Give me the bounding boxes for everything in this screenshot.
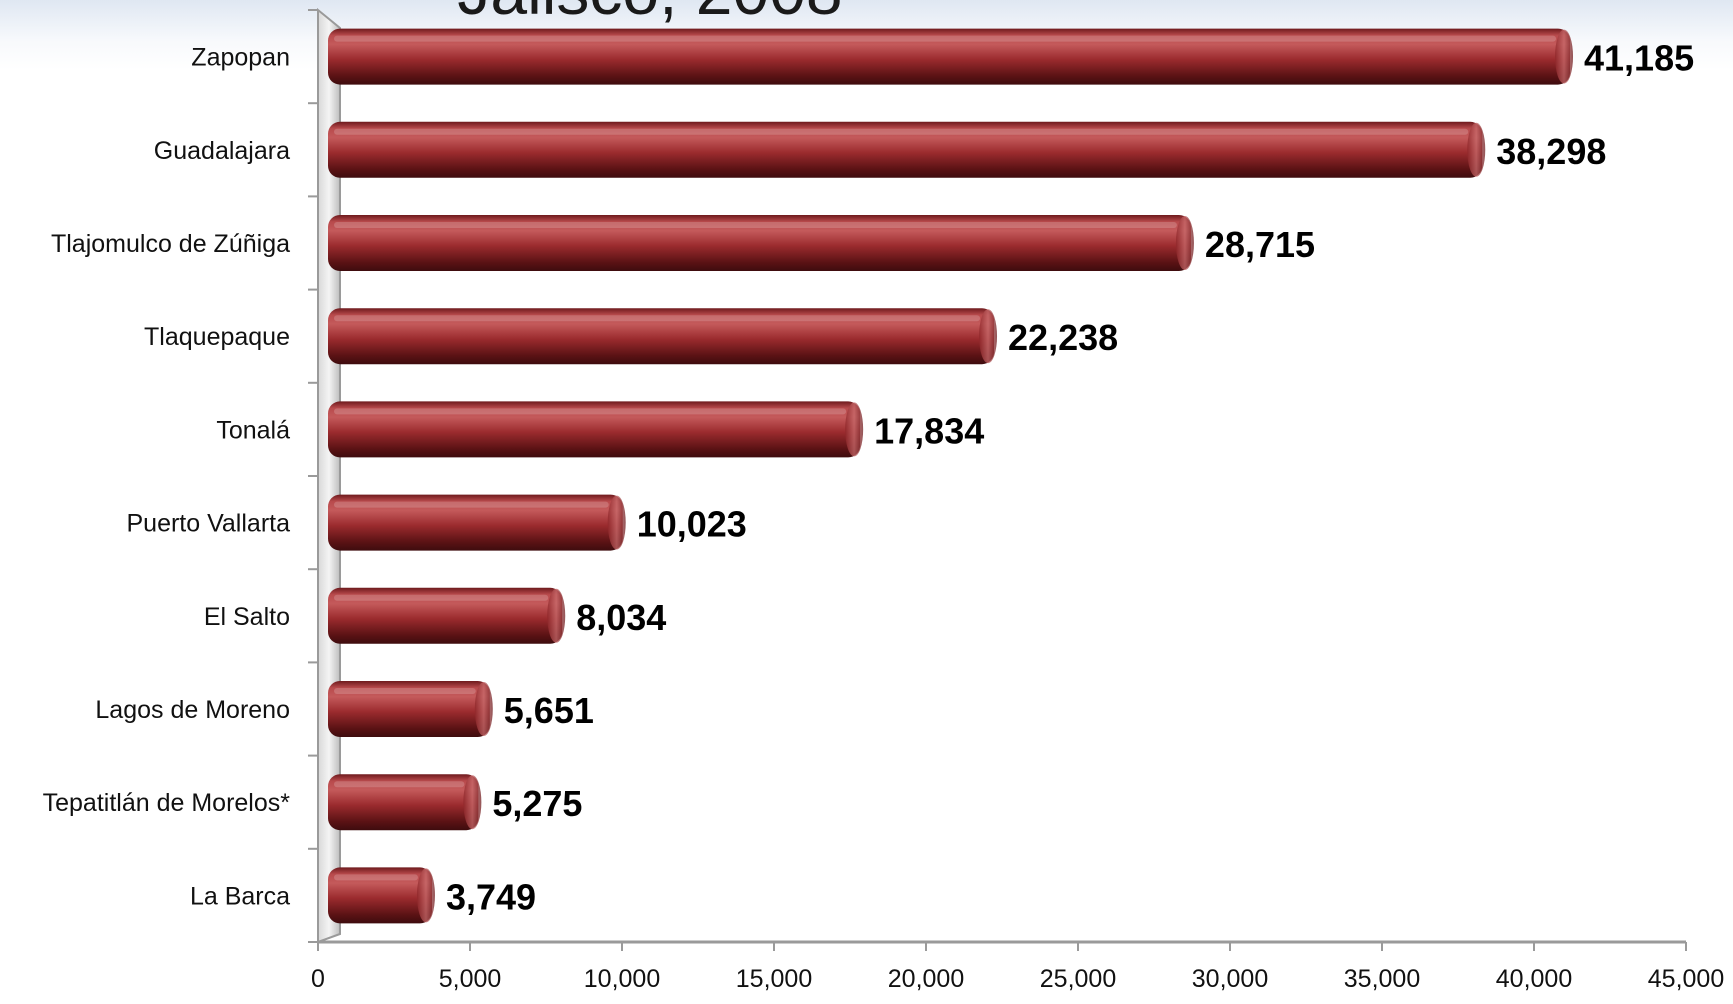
bar	[328, 494, 626, 551]
bar-body	[328, 681, 490, 737]
bar-highlight	[334, 688, 476, 694]
bar	[328, 401, 864, 458]
category-label: Tlaquepaque	[144, 323, 290, 351]
bar-end-cap	[474, 682, 493, 736]
bar	[328, 215, 1194, 271]
value-label: 28,715	[1205, 224, 1315, 265]
bar-highlight	[334, 594, 549, 601]
category-label: El Salto	[204, 603, 290, 631]
bar-end-cap	[1467, 122, 1486, 177]
bar-highlight	[334, 501, 609, 508]
x-tick-label: 10,000	[584, 965, 660, 993]
bar-end-cap	[547, 588, 566, 643]
value-label: 3,749	[446, 876, 536, 917]
bar-body	[328, 867, 432, 924]
x-tick-label: 30,000	[1192, 965, 1268, 993]
bar	[328, 867, 435, 924]
x-tick-label: 40,000	[1496, 965, 1572, 993]
bar-highlight	[334, 128, 1469, 135]
category-label: Tepatitlán de Morelos*	[43, 789, 291, 817]
bar	[328, 308, 998, 365]
bar-body	[328, 215, 1191, 271]
bar-highlight	[334, 315, 981, 322]
value-label: 17,834	[874, 410, 984, 451]
bar-end-cap	[845, 402, 864, 457]
x-tick-label: 5,000	[439, 965, 502, 993]
bar-highlight	[334, 222, 1177, 228]
bar-highlight	[334, 874, 418, 881]
category-label: Guadalajara	[154, 137, 290, 165]
value-label: 5,651	[504, 690, 594, 731]
bar	[328, 681, 493, 737]
chart-labels: 0 5,000 10,000 15,000 20,000 25,000 30,000 35,0…	[43, 38, 1725, 993]
value-label: 41,185	[1584, 38, 1694, 79]
bar-end-cap	[1175, 216, 1194, 270]
x-tick-label: 35,000	[1344, 965, 1420, 993]
bar-body	[328, 308, 995, 365]
bar-body	[328, 401, 861, 458]
bar-end-cap	[416, 868, 435, 923]
category-label: Puerto Vallarta	[126, 510, 290, 538]
bar-highlight	[334, 408, 847, 415]
x-tick-label: 25,000	[1040, 965, 1116, 993]
category-label: Tlajomulco de Zúñiga	[51, 230, 290, 258]
category-label: Zapopan	[191, 44, 290, 72]
bar-highlight	[334, 781, 465, 788]
x-tick-label: 20,000	[888, 965, 964, 993]
value-label: 10,023	[637, 504, 747, 545]
x-tick-label: 0	[311, 965, 325, 993]
bar-series	[328, 28, 1574, 924]
bar-end-cap	[463, 775, 482, 830]
bar-body	[328, 587, 563, 644]
x-tick-label: 15,000	[736, 965, 812, 993]
bar	[328, 774, 482, 831]
chart-title: Jalisco, 2008	[0, 0, 1300, 29]
value-label: 22,238	[1008, 317, 1118, 358]
category-label: Lagos de Moreno	[95, 696, 290, 724]
bar-highlight	[334, 35, 1557, 42]
category-label: La Barca	[190, 882, 290, 910]
bar-body	[328, 774, 479, 831]
bar-end-cap	[607, 495, 626, 550]
category-label: Tonalá	[216, 416, 290, 444]
bar-body	[328, 28, 1571, 85]
value-label: 8,034	[576, 597, 666, 638]
bar	[328, 121, 1486, 178]
bar	[328, 28, 1574, 85]
bar-body	[328, 121, 1483, 178]
bar-end-cap	[1555, 29, 1574, 84]
value-label: 5,275	[492, 783, 582, 824]
value-label: 38,298	[1496, 131, 1606, 172]
bar-end-cap	[979, 309, 998, 364]
bar	[328, 587, 566, 644]
bar-body	[328, 494, 623, 551]
x-tick-label: 45,000	[1648, 965, 1724, 993]
